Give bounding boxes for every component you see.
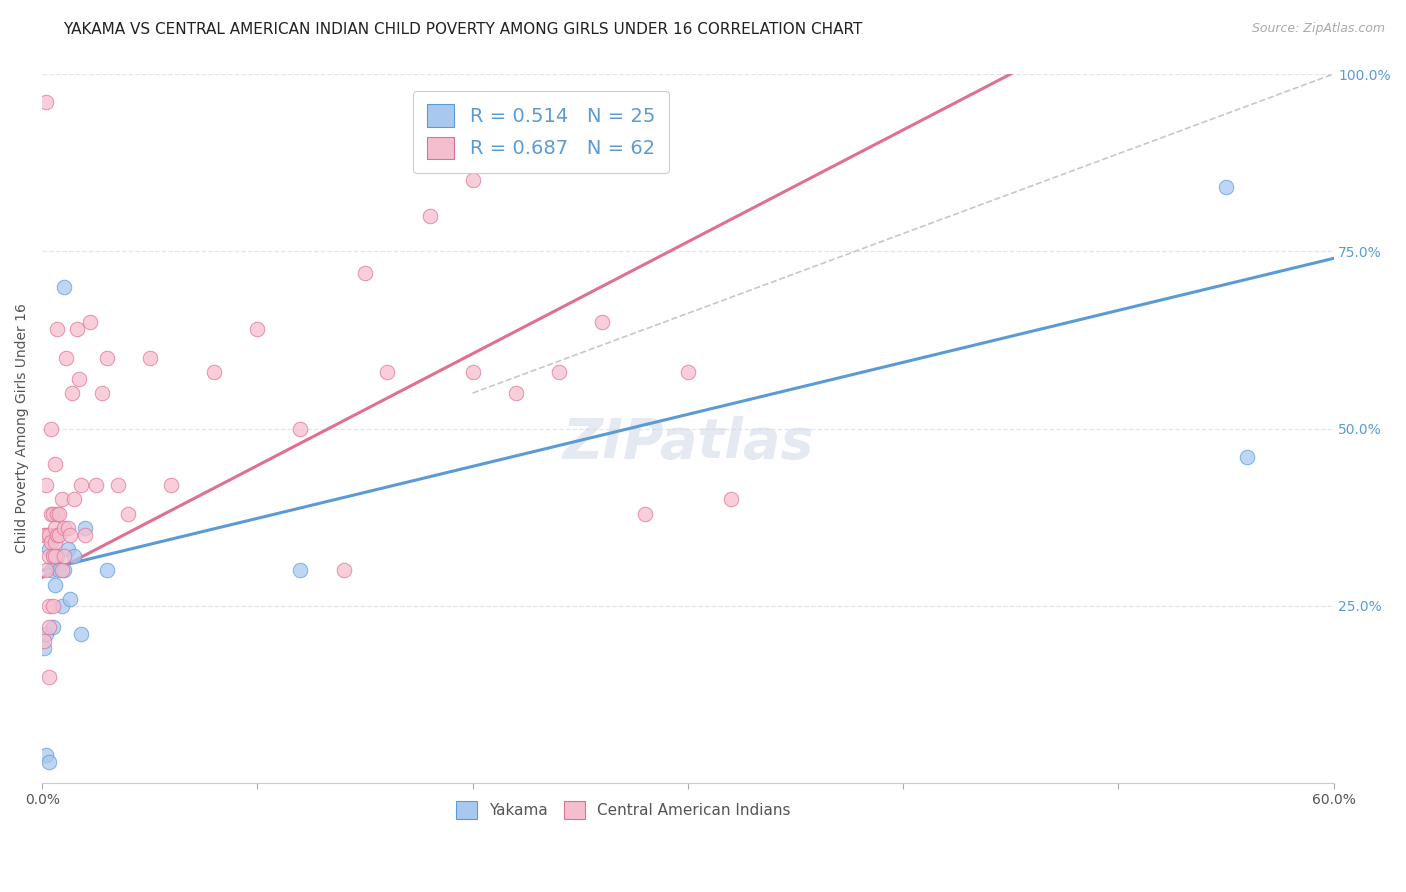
Point xyxy=(44,521,66,535)
Point xyxy=(44,457,66,471)
Point xyxy=(44,535,66,549)
Point xyxy=(75,528,97,542)
Point xyxy=(38,549,60,563)
Point xyxy=(38,528,60,542)
Point xyxy=(48,528,70,542)
Point xyxy=(1236,450,1258,464)
Text: ZIPatlas: ZIPatlas xyxy=(562,416,814,470)
Y-axis label: Child Poverty Among Girls Under 16: Child Poverty Among Girls Under 16 xyxy=(15,303,30,553)
Point xyxy=(56,542,79,557)
Point xyxy=(44,549,66,563)
Point xyxy=(290,563,312,577)
Point xyxy=(42,549,65,563)
Point xyxy=(461,173,484,187)
Point xyxy=(42,507,65,521)
Text: YAKAMA VS CENTRAL AMERICAN INDIAN CHILD POVERTY AMONG GIRLS UNDER 16 CORRELATION: YAKAMA VS CENTRAL AMERICAN INDIAN CHILD … xyxy=(63,22,863,37)
Point xyxy=(51,599,73,613)
Point xyxy=(67,372,90,386)
Text: Source: ZipAtlas.com: Source: ZipAtlas.com xyxy=(1251,22,1385,36)
Point xyxy=(39,563,62,577)
Point xyxy=(70,627,93,641)
Point xyxy=(461,365,484,379)
Point xyxy=(39,507,62,521)
Point xyxy=(96,351,118,365)
Point xyxy=(44,577,66,591)
Point xyxy=(38,755,60,769)
Point xyxy=(332,563,354,577)
Point xyxy=(35,95,58,110)
Point xyxy=(246,322,269,336)
Point xyxy=(63,492,86,507)
Point xyxy=(38,542,60,557)
Legend: Yakama, Central American Indians: Yakama, Central American Indians xyxy=(450,795,797,825)
Point xyxy=(676,365,699,379)
Point xyxy=(505,386,527,401)
Point xyxy=(35,747,58,762)
Point xyxy=(59,591,82,606)
Point xyxy=(38,599,60,613)
Point xyxy=(547,365,569,379)
Point xyxy=(51,492,73,507)
Point xyxy=(52,563,75,577)
Point xyxy=(38,620,60,634)
Point xyxy=(46,528,69,542)
Point xyxy=(38,528,60,542)
Point xyxy=(34,634,56,648)
Point xyxy=(35,563,58,577)
Point xyxy=(375,365,398,379)
Point xyxy=(202,365,225,379)
Point xyxy=(60,386,83,401)
Point xyxy=(70,478,93,492)
Point xyxy=(290,421,312,435)
Point xyxy=(34,528,56,542)
Point xyxy=(35,627,58,641)
Point xyxy=(46,322,69,336)
Point xyxy=(354,266,377,280)
Point xyxy=(35,528,58,542)
Point xyxy=(1215,180,1237,194)
Point xyxy=(42,599,65,613)
Point xyxy=(44,556,66,570)
Point xyxy=(56,521,79,535)
Point xyxy=(34,641,56,656)
Point xyxy=(52,279,75,293)
Point xyxy=(634,507,657,521)
Point xyxy=(46,507,69,521)
Point xyxy=(35,478,58,492)
Point xyxy=(160,478,183,492)
Point xyxy=(84,478,107,492)
Point xyxy=(42,549,65,563)
Point xyxy=(139,351,162,365)
Point xyxy=(55,351,77,365)
Point xyxy=(52,549,75,563)
Point xyxy=(96,563,118,577)
Point xyxy=(52,521,75,535)
Point xyxy=(59,528,82,542)
Point xyxy=(75,521,97,535)
Point xyxy=(419,209,441,223)
Point xyxy=(39,535,62,549)
Point xyxy=(117,507,139,521)
Point xyxy=(720,492,742,507)
Point xyxy=(46,549,69,563)
Point xyxy=(591,315,613,329)
Point xyxy=(39,421,62,435)
Point xyxy=(38,670,60,684)
Point xyxy=(48,563,70,577)
Point xyxy=(79,315,101,329)
Point xyxy=(66,322,89,336)
Point xyxy=(51,563,73,577)
Point xyxy=(42,620,65,634)
Point xyxy=(63,549,86,563)
Point xyxy=(91,386,114,401)
Point xyxy=(107,478,129,492)
Point xyxy=(48,507,70,521)
